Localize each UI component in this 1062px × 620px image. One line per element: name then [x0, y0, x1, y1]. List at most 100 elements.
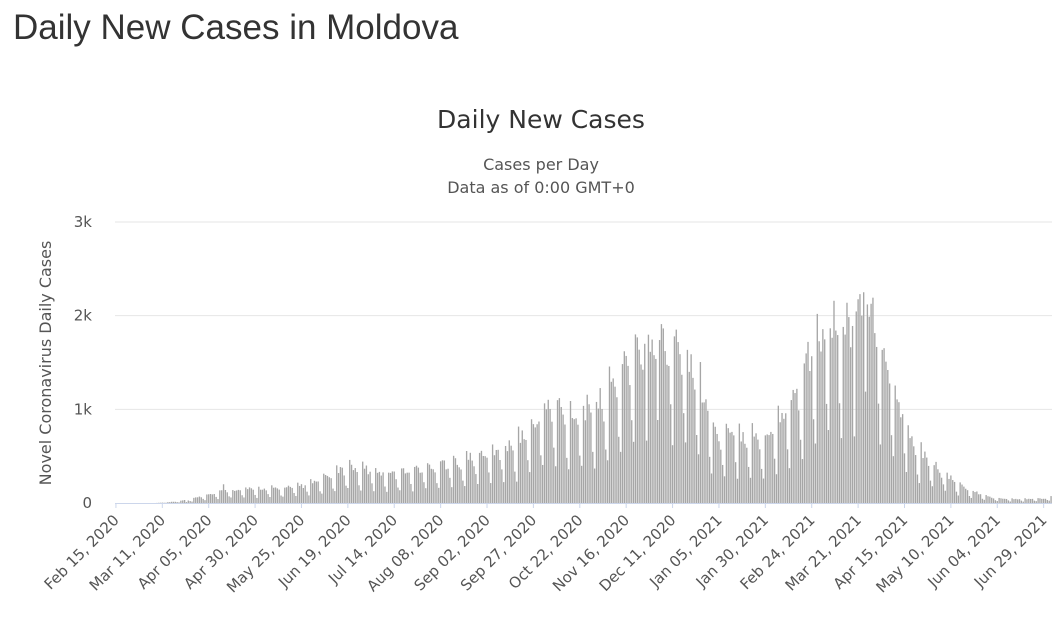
bar	[497, 449, 499, 503]
bar	[1024, 498, 1026, 503]
bar	[323, 473, 325, 503]
bar	[579, 455, 581, 503]
bar	[198, 496, 201, 503]
bar	[662, 328, 664, 503]
bar	[747, 466, 750, 503]
bar	[894, 385, 896, 503]
bar	[350, 464, 353, 503]
bar	[354, 468, 356, 503]
bar	[196, 497, 199, 503]
bar	[287, 485, 290, 503]
bar	[794, 393, 796, 503]
bar	[608, 366, 611, 503]
bar	[206, 494, 208, 503]
bar	[417, 467, 420, 503]
bar	[670, 404, 672, 503]
bar	[788, 468, 791, 503]
bar	[571, 418, 574, 503]
bar	[567, 469, 570, 503]
bar	[987, 496, 989, 503]
bar	[753, 436, 755, 503]
bar	[259, 489, 262, 503]
bar	[864, 391, 867, 503]
bar	[723, 476, 726, 503]
bar	[673, 336, 676, 503]
bar	[267, 494, 269, 503]
bar	[569, 401, 572, 503]
bar	[306, 491, 308, 503]
bar	[178, 502, 180, 503]
bar	[191, 501, 193, 503]
bar	[853, 436, 856, 503]
y-tick-label: 0	[82, 494, 92, 512]
bar	[237, 489, 240, 503]
bar	[423, 482, 425, 503]
bar	[694, 389, 696, 503]
bar	[911, 436, 913, 503]
bar	[785, 413, 787, 503]
chart-subtitle-line-2: Data as of 0:00 GMT+0	[447, 178, 635, 197]
bar	[851, 325, 854, 503]
bar	[623, 351, 625, 503]
bar	[373, 491, 375, 503]
bar	[727, 428, 729, 503]
bar	[629, 385, 631, 503]
bar	[610, 381, 612, 503]
bar	[721, 464, 724, 503]
bar	[1013, 499, 1015, 503]
bar	[959, 482, 961, 503]
bar	[677, 342, 679, 503]
bar	[324, 474, 327, 503]
bar	[929, 480, 932, 503]
bar	[174, 501, 176, 503]
bar	[863, 292, 865, 503]
bar	[683, 413, 685, 503]
bar	[224, 489, 227, 503]
bar	[946, 472, 948, 503]
bar	[901, 414, 904, 503]
bar	[276, 488, 279, 503]
bar	[1020, 500, 1023, 503]
bar	[900, 417, 902, 503]
bar	[736, 478, 739, 503]
bar	[939, 472, 941, 503]
bar	[432, 469, 434, 503]
bar	[699, 362, 702, 503]
bar	[666, 364, 668, 503]
bar	[278, 489, 280, 503]
bar	[401, 468, 403, 503]
bar	[703, 402, 705, 503]
bar	[438, 487, 440, 503]
bar	[285, 487, 288, 503]
bar	[697, 454, 700, 503]
chart-subtitle-line-1: Cases per Day	[483, 155, 599, 174]
bar	[1018, 499, 1021, 503]
bar	[824, 339, 826, 503]
bar	[903, 453, 906, 503]
bar	[816, 313, 818, 503]
bar	[707, 410, 709, 503]
bar	[310, 479, 312, 503]
bar	[660, 324, 663, 503]
bar	[907, 425, 909, 503]
bar	[605, 449, 607, 503]
bar	[345, 485, 347, 503]
bar	[1011, 498, 1013, 503]
bar	[1028, 498, 1030, 503]
bar	[668, 365, 670, 503]
bar	[599, 388, 601, 503]
bar	[696, 435, 698, 503]
bar	[488, 472, 490, 503]
bar	[779, 422, 781, 503]
bar	[1048, 500, 1050, 503]
bar	[452, 455, 455, 503]
bar	[916, 474, 919, 503]
bar	[376, 472, 379, 503]
bar	[705, 399, 707, 503]
bar	[989, 496, 991, 503]
bar	[638, 349, 640, 503]
bar	[269, 497, 271, 503]
bar	[261, 489, 264, 503]
bar	[1046, 500, 1049, 503]
bar	[963, 486, 965, 503]
